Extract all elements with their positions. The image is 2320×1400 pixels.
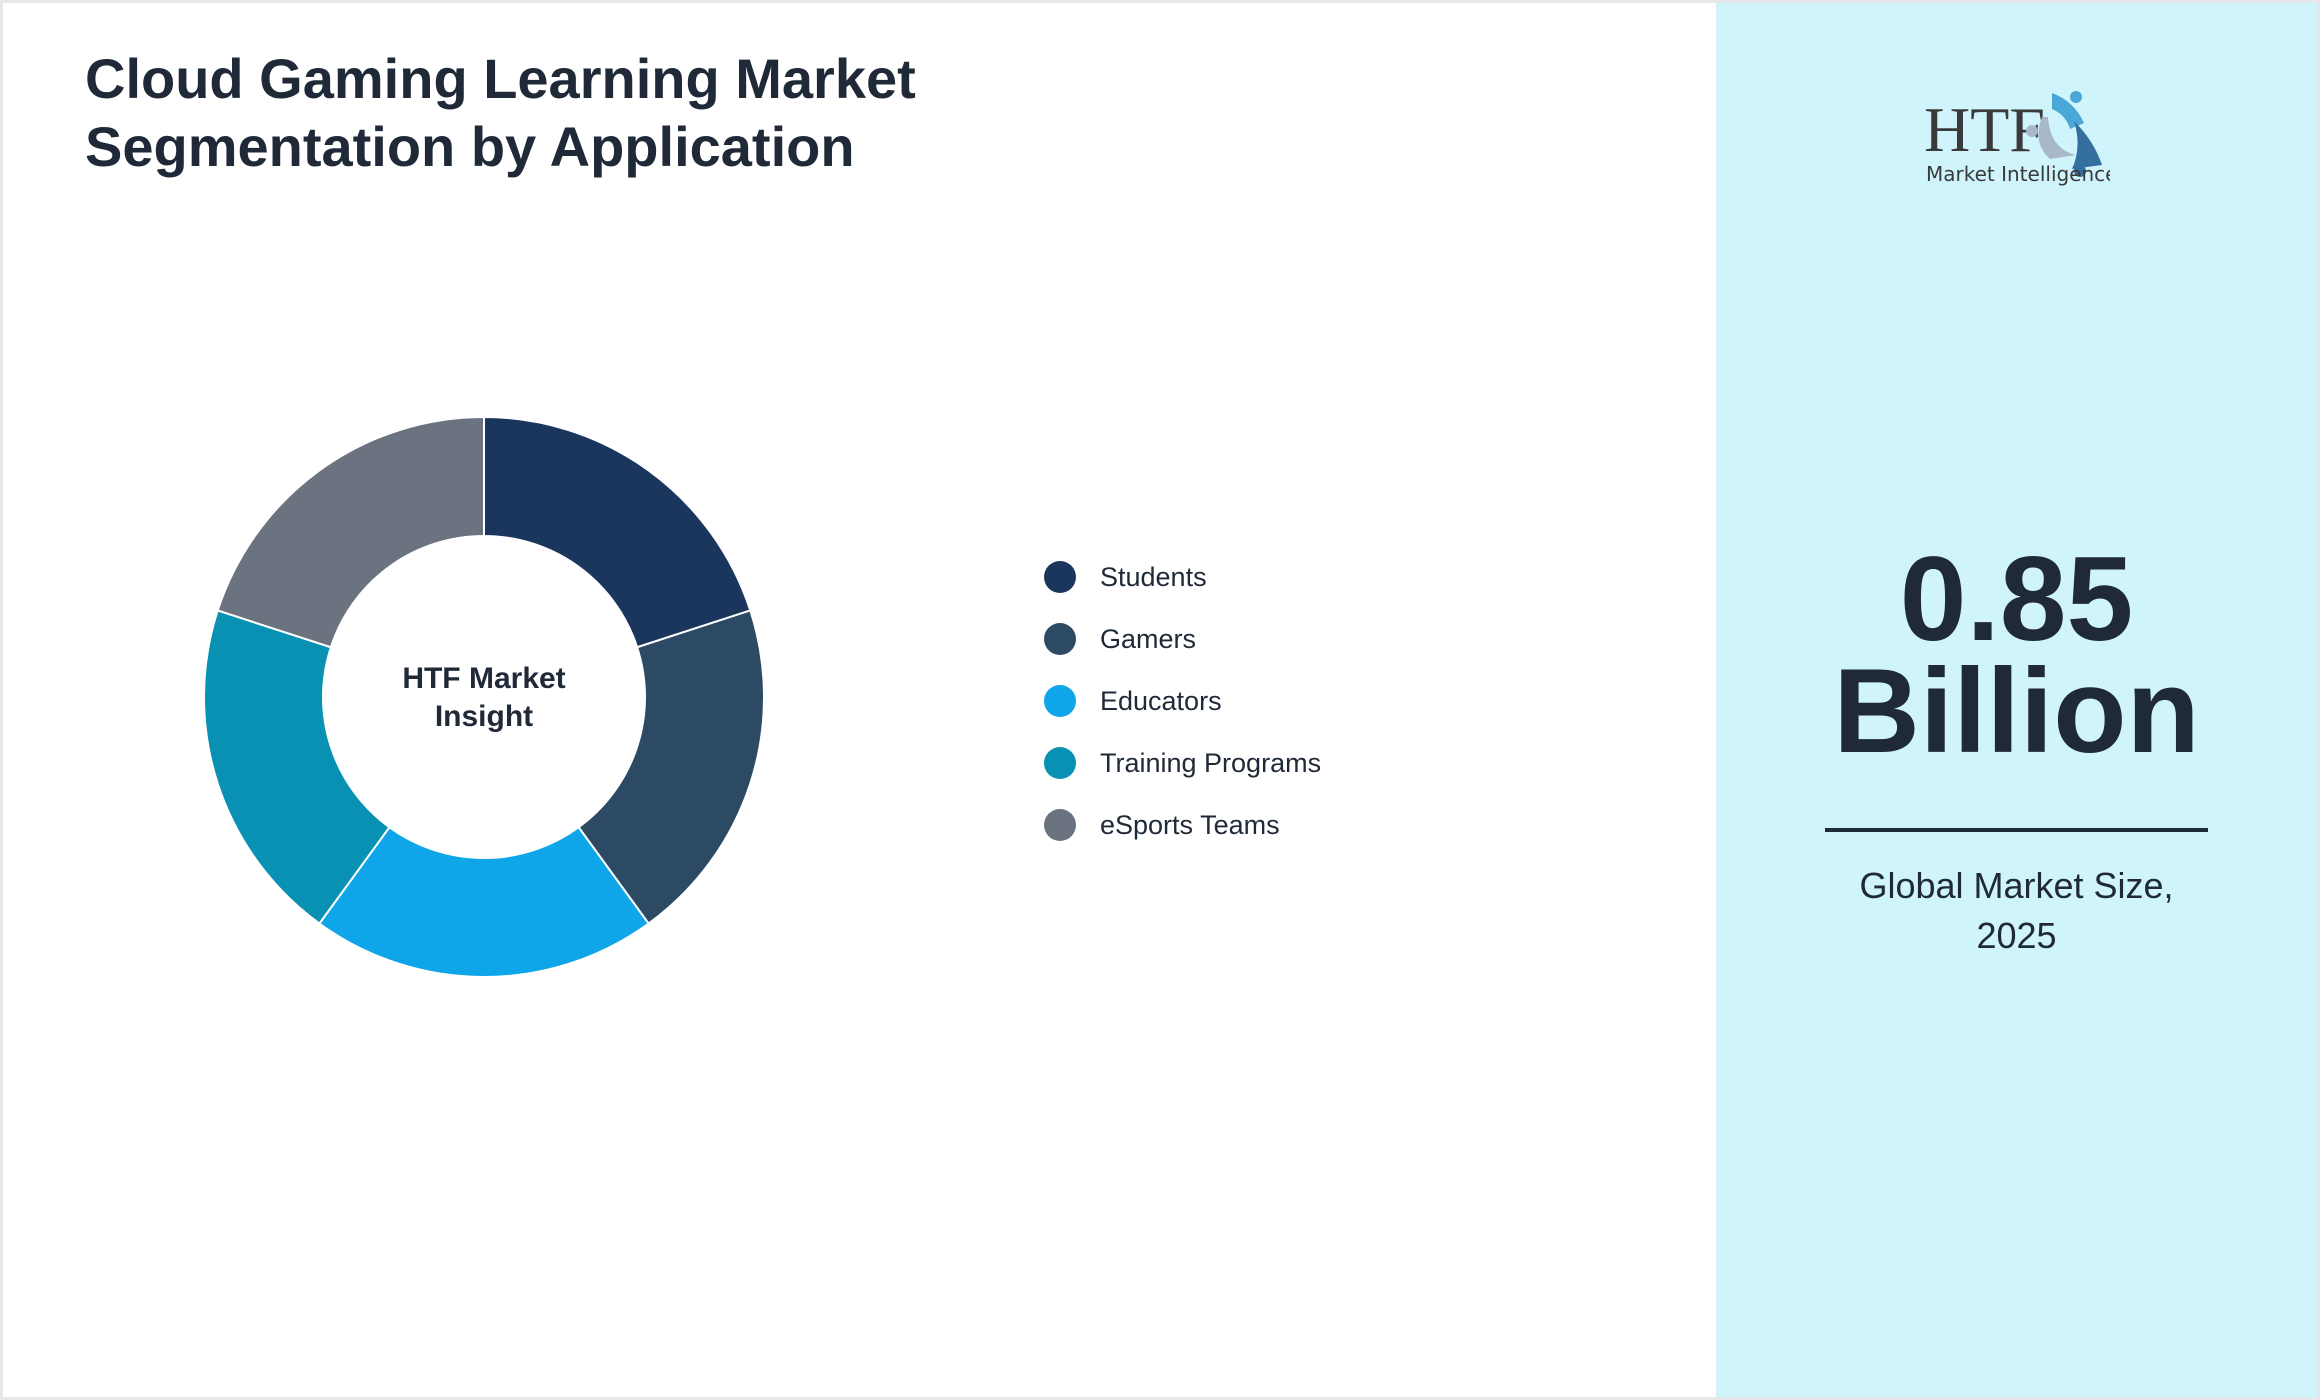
- donut-slice-educators: [318, 825, 650, 979]
- legend-label: Educators: [1100, 685, 1222, 716]
- center-label-line-1: HTF Market: [402, 662, 565, 695]
- legend-swatch: [1044, 561, 1076, 593]
- page-title: Cloud Gaming Learning Market Segmentation…: [85, 45, 916, 181]
- market-label: Global Market Size, 2025: [1716, 861, 2317, 961]
- legend-swatch: [1044, 809, 1076, 841]
- legend-item: Students: [1044, 561, 1207, 593]
- legend-swatch: [1044, 747, 1076, 779]
- legend-label: Students: [1100, 561, 1207, 592]
- svg-text:HTF: HTF: [1924, 94, 2045, 165]
- legend-swatch: [1044, 685, 1076, 717]
- logo-subtitle: Market Intelligence: [1926, 162, 2110, 186]
- title-line-1: Cloud Gaming Learning Market: [85, 47, 916, 110]
- center-label-line-2: Insight: [435, 700, 533, 733]
- legend-item: Training Programs: [1044, 747, 1321, 779]
- market-size-panel: HTF Market Intelligence 0.85 Billion Glo…: [1716, 3, 2317, 1397]
- donut-slice-students: [483, 415, 752, 649]
- legend-item: eSports Teams: [1044, 809, 1280, 841]
- htf-logo: HTF Market Intelligence: [1924, 81, 2110, 191]
- market-label-line-1: Global Market Size,: [1859, 865, 2174, 906]
- legend-label: Gamers: [1100, 623, 1197, 654]
- donut-slice-esports-teams: [216, 415, 485, 649]
- legend-swatch: [1044, 623, 1076, 655]
- title-line-2: Segmentation by Application: [85, 115, 855, 178]
- market-unit: Billion: [1833, 644, 2200, 778]
- donut-chart: HTF Market Insight: [203, 415, 765, 979]
- legend-label: eSports Teams: [1100, 809, 1280, 840]
- legend-item: Gamers: [1044, 623, 1196, 655]
- legend-item: Educators: [1044, 685, 1222, 717]
- donut-slice-training-programs: [203, 609, 391, 925]
- market-value: 0.85: [1899, 532, 2134, 666]
- market-label-line-2: 2025: [1976, 915, 2057, 956]
- divider: [1825, 828, 2208, 832]
- donut-slice-gamers: [577, 609, 765, 925]
- legend-label: Training Programs: [1100, 747, 1322, 778]
